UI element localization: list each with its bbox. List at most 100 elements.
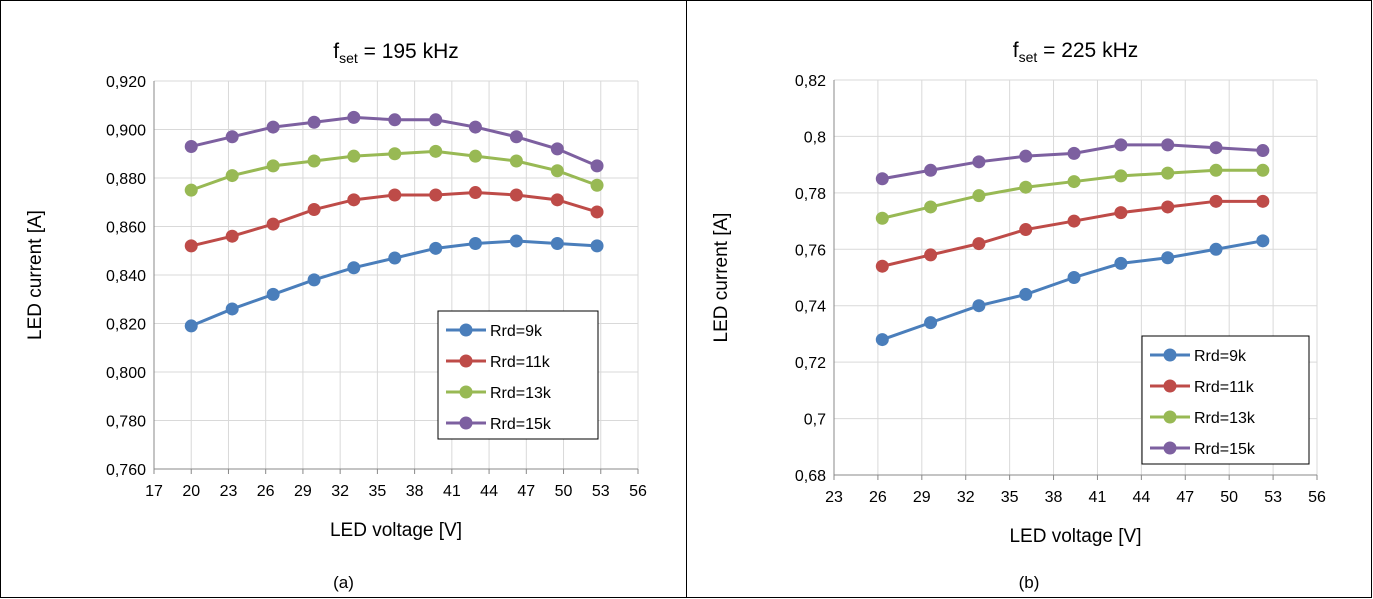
y-tick-label: 0,920 — [106, 74, 146, 91]
data-point — [972, 189, 986, 203]
legend-label: Rrd=11k — [490, 354, 551, 371]
data-point — [347, 193, 361, 207]
y-axis-label: LED current [A] — [711, 213, 732, 343]
data-point — [1067, 175, 1081, 189]
data-point — [388, 188, 402, 202]
data-point — [266, 159, 280, 173]
y-tick-label: 0,860 — [106, 220, 146, 237]
caption-a: (a) — [333, 573, 354, 592]
y-tick-label: 0,760 — [106, 462, 146, 479]
data-point — [468, 120, 482, 134]
x-tick-label: 17 — [145, 483, 163, 500]
data-point — [509, 154, 523, 168]
data-point — [468, 186, 482, 200]
x-tick-label: 35 — [368, 483, 386, 500]
data-point — [1209, 194, 1223, 208]
legend-label: Rrd=13k — [490, 385, 552, 402]
x-tick-label: 53 — [592, 483, 610, 500]
legend-marker — [1163, 348, 1177, 362]
legend-label: Rrd=15k — [1194, 441, 1256, 458]
data-point — [388, 147, 402, 161]
data-point — [184, 319, 198, 333]
data-point — [1256, 144, 1270, 158]
legend-marker — [459, 354, 473, 368]
legend-marker — [1163, 441, 1177, 455]
y-tick-label: 0,72 — [795, 355, 826, 372]
y-tick-label: 0,8 — [804, 129, 826, 146]
caption-b: (b) — [1018, 573, 1040, 592]
data-point — [590, 239, 604, 253]
data-point — [875, 333, 889, 347]
data-point — [1256, 234, 1270, 248]
data-point — [184, 183, 198, 197]
data-point — [590, 205, 604, 219]
x-tick-label: 26 — [257, 483, 275, 500]
data-point — [550, 142, 564, 156]
data-point — [307, 203, 321, 217]
data-point — [388, 251, 402, 265]
data-point — [429, 241, 443, 255]
x-tick-label: 23 — [220, 483, 238, 500]
y-tick-label: 0,7 — [804, 412, 826, 429]
y-tick-label: 0,820 — [106, 317, 146, 334]
data-point — [875, 259, 889, 273]
data-point — [266, 120, 280, 134]
legend-label: Rrd=9k — [490, 323, 543, 340]
data-point — [429, 113, 443, 127]
data-point — [347, 149, 361, 163]
y-tick-label: 0,78 — [795, 186, 826, 203]
data-point — [1019, 149, 1033, 163]
data-point — [972, 237, 986, 251]
data-point — [590, 178, 604, 192]
x-axis-label: LED voltage [V] — [1009, 526, 1141, 547]
data-point — [1067, 214, 1081, 228]
data-point — [347, 110, 361, 124]
data-point — [875, 211, 889, 225]
data-point — [550, 236, 564, 250]
data-point — [1209, 242, 1223, 256]
data-point — [1019, 223, 1033, 237]
x-tick-label: 41 — [1089, 489, 1107, 506]
data-point — [468, 149, 482, 163]
x-tick-label: 26 — [869, 489, 887, 506]
x-tick-label: 47 — [1176, 489, 1194, 506]
data-point — [550, 193, 564, 207]
data-point — [1114, 256, 1128, 270]
chart-a-svg: 0,760 0,780 0,800 0,820 0,840 0,860 0,880 0,900… — [25, 40, 647, 541]
data-point — [225, 302, 239, 316]
y-tick-label: 0,74 — [795, 299, 826, 316]
y-tick-label: 0,880 — [106, 171, 146, 188]
data-point — [924, 248, 938, 262]
legend-marker — [1163, 410, 1177, 424]
data-point — [1161, 251, 1175, 265]
chart-title: fset = 195 kHz — [333, 40, 459, 66]
data-point — [184, 239, 198, 253]
data-point — [1019, 180, 1033, 194]
series-line — [881, 199, 1263, 268]
data-point — [184, 139, 198, 153]
chart-b-svg: 0,68 0,7 0,72 0,74 0,76 0,78 0,8 0,82 23 26 29 32 35… — [711, 39, 1326, 547]
y-tick-label: 0,82 — [795, 73, 826, 90]
data-point — [1067, 146, 1081, 160]
x-tick-label: 41 — [443, 483, 461, 500]
data-point — [972, 299, 986, 313]
chart-panel-a: 0,760 0,780 0,800 0,820 0,840 0,860 0,880 0,900… — [0, 0, 687, 598]
data-point — [550, 164, 564, 178]
x-tick-label: 23 — [825, 489, 843, 506]
data-point — [1161, 166, 1175, 180]
x-tick-label: 53 — [1264, 489, 1282, 506]
data-point — [225, 229, 239, 243]
legend-label: Rrd=9k — [1194, 348, 1247, 365]
data-point — [307, 154, 321, 168]
x-tick-label: 20 — [182, 483, 200, 500]
legend-marker — [459, 416, 473, 430]
legend-marker — [459, 385, 473, 399]
data-point — [924, 163, 938, 177]
x-tick-label: 38 — [1045, 489, 1063, 506]
y-tick-label: 0,800 — [106, 365, 146, 382]
data-point — [924, 200, 938, 214]
x-tick-label: 32 — [331, 483, 349, 500]
x-axis-label: LED voltage [V] — [330, 520, 462, 541]
y-tick-label: 0,840 — [106, 268, 146, 285]
data-point — [972, 155, 986, 169]
